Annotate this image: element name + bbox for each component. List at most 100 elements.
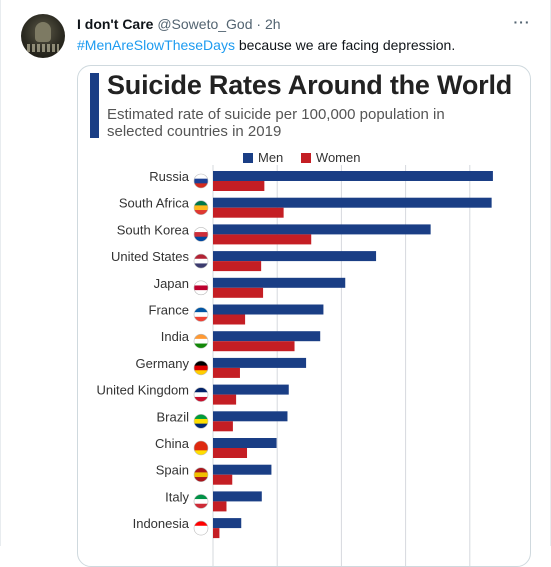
flag-band [194, 365, 208, 371]
tweet-body: because we are facing depression. [234, 37, 456, 53]
country-label-italy: Italy [165, 489, 189, 504]
flag-band [194, 530, 208, 536]
flag-icon-china [194, 441, 208, 455]
flag-band [194, 285, 208, 291]
bar-women-japan [213, 287, 264, 298]
bar-women-china [213, 448, 248, 458]
bar-women-india [213, 341, 295, 352]
tweet-image[interactable]: Suicide Rates Around the World Estimated… [77, 65, 531, 567]
flag-icon-india [194, 334, 208, 349]
flag-icon-south-africa [194, 200, 208, 215]
bar-men-spain [213, 464, 272, 475]
flag-ring-italy [193, 494, 209, 509]
flag-band [194, 316, 208, 322]
author-handle[interactable]: @Soweto_God [157, 16, 253, 32]
flag-band [194, 467, 208, 473]
bar-men-japan [213, 277, 346, 288]
flag-band [194, 503, 208, 509]
flag-ring-japan [193, 280, 209, 296]
flag-icon-brazil [194, 414, 208, 429]
flag-band [194, 472, 208, 478]
chart-legend: Men Women [243, 150, 374, 165]
flag-band [194, 232, 208, 238]
flag-icon-south-korea [194, 227, 208, 242]
bar-women-south-korea [213, 234, 312, 245]
country-label-germany: Germany [136, 356, 190, 371]
bar-women-united-kingdom [213, 394, 237, 405]
author-avatar[interactable] [21, 14, 65, 58]
bar-women-indonesia [213, 528, 220, 539]
flag-band [194, 254, 208, 260]
flag-band [194, 445, 208, 451]
legend-women: Women [300, 150, 360, 165]
flag-band [194, 183, 208, 188]
legend-men-label: Men [258, 150, 284, 165]
bar-men-indonesia [213, 518, 242, 529]
country-label-russia: Russia [149, 169, 190, 184]
bar-men-china [213, 438, 277, 448]
flag-band [194, 263, 208, 269]
bar-men-germany [213, 357, 307, 368]
flag-icon-united-kingdom [194, 387, 208, 402]
flag-band [194, 334, 208, 340]
legend-women-swatch [300, 153, 311, 163]
flag-icon-france [194, 307, 208, 322]
flag-ring-south-korea [193, 227, 209, 242]
chart-plot: Russia South Africa South Korea United Stat… [97, 165, 493, 566]
hashtag-link[interactable]: #MenAreSlowTheseDays [77, 37, 235, 53]
flag-ring-china [193, 440, 209, 456]
country-label-indonesia: Indonesia [133, 516, 190, 531]
country-label-south-africa: South Africa [119, 196, 190, 211]
country-label-united-kingdom: United Kingdom [97, 383, 190, 398]
legend-men-swatch [243, 153, 253, 163]
flag-band [194, 396, 208, 402]
flag-band [194, 441, 208, 447]
flag-ring-india [193, 333, 209, 349]
bar-women-italy [213, 501, 227, 512]
country-label-india: India [161, 329, 190, 344]
title-accent-bar [90, 73, 99, 138]
bar-men-south-korea [213, 224, 431, 235]
flag-band [194, 343, 208, 349]
bar-women-united-states [213, 261, 262, 272]
flag-band [194, 312, 208, 318]
more-horizontal-icon[interactable]: ··· [513, 14, 531, 30]
flag-ring-brazil [193, 413, 209, 429]
flag-band [194, 423, 208, 429]
country-label-france: France [149, 303, 189, 318]
flag-ring-france [193, 307, 209, 322]
country-label-japan: Japan [154, 276, 189, 291]
bar-women-south-africa [213, 207, 284, 218]
tweet-time[interactable]: · 2h [256, 16, 281, 32]
tweet-header: I don't Care @Soweto_God · 2h [77, 16, 281, 32]
chart-subtitle: Estimated rate of suicide per 100,000 po… [107, 106, 445, 140]
flag-ring-indonesia [193, 520, 209, 536]
avatar-caption [27, 44, 59, 52]
flag-band [194, 258, 208, 264]
bar-men-italy [213, 491, 262, 502]
bar-women-russia [213, 181, 265, 191]
author-name[interactable]: I don't Care [77, 16, 154, 32]
flag-band [194, 205, 208, 211]
flag-ring-russia [193, 173, 209, 189]
bar-women-spain [213, 474, 233, 485]
bar-women-brazil [213, 421, 233, 432]
flag-icon-russia [194, 174, 208, 188]
flag-icon-japan [194, 280, 208, 295]
flag-ring-spain [193, 467, 209, 483]
chart-title: Suicide Rates Around the World [107, 70, 513, 100]
flag-ring-united-states [193, 253, 209, 269]
flag-icon-indonesia [194, 521, 208, 536]
flag-icon-germany [194, 360, 208, 375]
flag-band [194, 360, 208, 367]
flag-band [194, 387, 208, 393]
flag-band [194, 499, 208, 505]
country-label-south-korea: South Korea [117, 222, 190, 237]
avatar-figure [35, 22, 51, 42]
bar-men-france [213, 304, 324, 315]
flag-band [194, 290, 208, 295]
flag-band [194, 494, 208, 500]
flag-band [194, 227, 208, 233]
bar-men-russia [213, 171, 493, 181]
